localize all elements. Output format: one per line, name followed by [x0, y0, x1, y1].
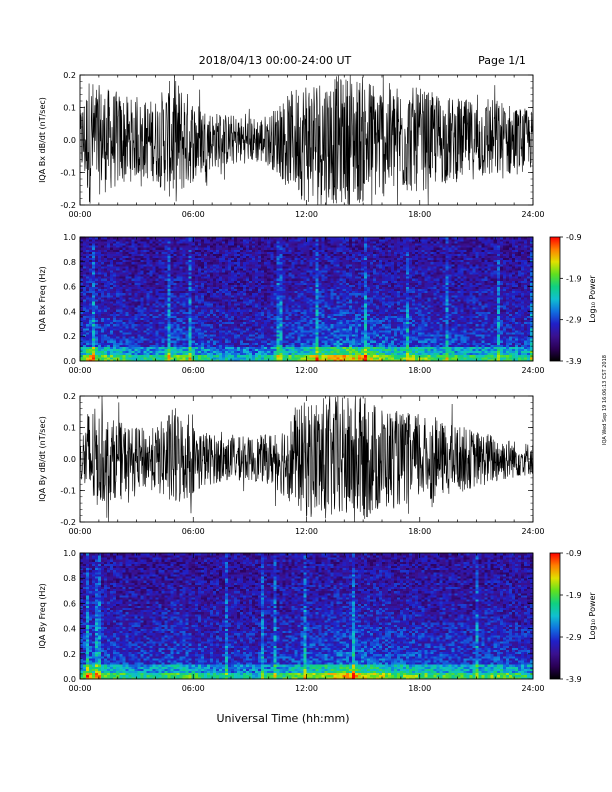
- bx-spectrogram-panel: -0.9 -1.9 -2.9 -3.9 Log₁₀ Power 00:00 06:00 12:…: [38, 233, 597, 375]
- bx-wave-x-tick: 06:00: [182, 210, 205, 219]
- bx-wave-y-tick: 0.0: [63, 136, 76, 145]
- by-spectrogram-colorbar: [549, 552, 561, 680]
- bx-spectrogram-y-tick: 0.4: [63, 307, 76, 316]
- by-spectrogram-x-tick: 12:00: [295, 684, 318, 693]
- by-spectrogram-colorbar-tick: -3.9: [566, 675, 582, 684]
- bx-spectrogram-x-tick: 18:00: [408, 366, 431, 375]
- by-spectrogram-colorbar-label: Log₁₀ Power: [588, 592, 597, 640]
- by-spectrogram-x-tick: 06:00: [182, 684, 205, 693]
- bx-spectrogram-colorbar-tick: -1.9: [566, 274, 582, 283]
- by-wave-y-tick: -0.1: [60, 487, 76, 496]
- bx-wave-y-tick: 0.2: [63, 71, 76, 80]
- x-axis-title: Universal Time (hh:mm): [217, 712, 350, 725]
- by-spectrogram-y-tick: 0.8: [63, 574, 76, 583]
- by-wave-y-tick: 0.2: [63, 392, 76, 401]
- bx-spectrogram-y-tick: 1.0: [63, 233, 76, 242]
- bx-spectrogram-x-tick: 12:00: [295, 366, 318, 375]
- panels-group: 00:00 06:00 12:00 18:00 24:00 0.2 0.1 0.0 -0.1 -0…: [38, 71, 597, 693]
- by-spectrogram-y-label: IQA By Freq (Hz): [38, 583, 47, 649]
- bx-wave-y-tick: -0.1: [60, 169, 76, 178]
- by-spectrogram-y-tick: 0.6: [63, 599, 76, 608]
- bx-spectrogram-colorbar: [549, 236, 561, 362]
- by-wave-x-tick: 24:00: [521, 527, 544, 536]
- bx-spectrogram-y-tick: 0.0: [63, 357, 76, 366]
- bx-wave-y-label: IQA Bx dB/dt (nT/sec): [38, 97, 47, 183]
- by-wave-y-tick: -0.2: [60, 518, 76, 527]
- bx-spectrogram-x-tick: 00:00: [68, 366, 91, 375]
- bx-wave-x-tick: 12:00: [295, 210, 318, 219]
- by-spectrogram-colorbar-tick: -2.9: [566, 633, 582, 642]
- bx-spectrogram-y-tick: 0.6: [63, 283, 76, 292]
- figure-title: 2018/04/13 00:00-24:00 UT: [199, 54, 352, 67]
- by-wave-y-label: IQA By dB/dt (nT/sec): [38, 416, 47, 502]
- bx-spectrogram-x-tick: 06:00: [182, 366, 205, 375]
- by-spectrogram-y-tick: 0.2: [63, 650, 76, 659]
- bx-spectrogram-colorbar-tick: -0.9: [566, 233, 582, 242]
- by-wave-panel: 00:00 06:00 12:00 18:00 24:00 0.2 0.1 0.0 -0.1 -0…: [38, 392, 545, 536]
- bx-wave-x-tick: 00:00: [68, 210, 91, 219]
- by-spectrogram-x-tick: 18:00: [408, 684, 431, 693]
- bx-wave-x-tick: 24:00: [521, 210, 544, 219]
- bx-spectrogram-y-tick: 0.8: [63, 258, 76, 267]
- bx-spectrogram-raster: [80, 237, 534, 362]
- bx-spectrogram-colorbar-tick: -3.9: [566, 357, 582, 366]
- by-spectrogram-y-tick: 0.4: [63, 625, 76, 634]
- by-wave-y-tick: 0.1: [63, 424, 76, 433]
- by-wave-x-tick: 00:00: [68, 527, 91, 536]
- by-wave-x-tick: 18:00: [408, 527, 431, 536]
- bx-wave-y-tick: 0.1: [63, 104, 76, 113]
- by-spectrogram-raster: [80, 553, 534, 680]
- bx-spectrogram-y-label: IQA Bx Freq (Hz): [38, 266, 47, 332]
- by-spectrogram-colorbar-tick: -1.9: [566, 591, 582, 600]
- by-wave-y-tick: 0.0: [63, 455, 76, 464]
- by-spectrogram-x-tick: 00:00: [68, 684, 91, 693]
- timestamp-note: IQA Wed Sep 19 16:06:13 CST 2018: [602, 355, 608, 445]
- by-wave-x-tick: 06:00: [182, 527, 205, 536]
- bx-wave-panel: 00:00 06:00 12:00 18:00 24:00 0.2 0.1 0.0 -0.1 -0…: [38, 71, 545, 219]
- by-spectrogram-panel: -0.9 -1.9 -2.9 -3.9 Log₁₀ Power 00:00 06:00 12:…: [38, 549, 597, 693]
- by-spectrogram-y-tick: 1.0: [63, 549, 76, 558]
- by-wave-trace: [80, 396, 533, 522]
- by-spectrogram-colorbar-tick: -0.9: [566, 549, 582, 558]
- by-wave-x-tick: 12:00: [295, 527, 318, 536]
- bx-spectrogram-y-tick: 0.2: [63, 332, 76, 341]
- bx-spectrogram-colorbar-tick: -2.9: [566, 316, 582, 325]
- page-indicator: Page 1/1: [478, 54, 526, 67]
- bx-wave-trace: [80, 75, 533, 205]
- by-spectrogram-x-tick: 24:00: [521, 684, 544, 693]
- by-spectrogram-y-tick: 0.0: [63, 675, 76, 684]
- bx-wave-y-tick: -0.2: [60, 201, 76, 210]
- bx-spectrogram-colorbar-label: Log₁₀ Power: [588, 275, 597, 323]
- bx-spectrogram-x-tick: 24:00: [521, 366, 544, 375]
- bx-wave-x-tick: 18:00: [408, 210, 431, 219]
